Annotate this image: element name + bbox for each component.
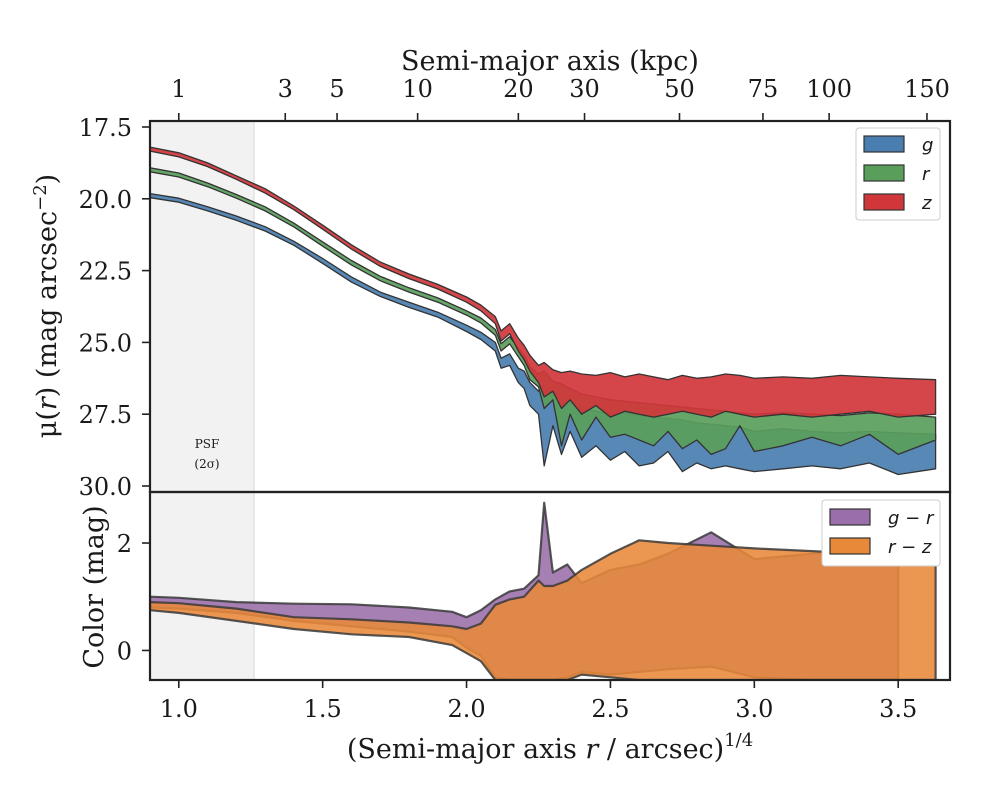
kpc-tick-label: 100 (806, 75, 852, 103)
legend-label: r (922, 164, 931, 185)
area-color-1 (150, 539, 937, 680)
x-tick-label: 2.0 (447, 695, 485, 723)
top-x-axis-kpc: 1 3 5 10 20 30 50 75 100 150 (171, 75, 950, 121)
y-tick-label: 22.5 (79, 258, 132, 286)
kpc-tick-label: 1 (171, 75, 186, 103)
legend-swatch (863, 193, 905, 211)
color-y-tick-label: 2 (117, 530, 132, 558)
legend-label: r − z (888, 537, 932, 558)
color-legend: g − r r − z (821, 499, 941, 567)
kpc-tick-label: 10 (402, 75, 433, 103)
kpc-tick-label: 150 (904, 75, 950, 103)
x-tick-label: 1.0 (160, 695, 198, 723)
kpc-tick-label: 30 (569, 75, 600, 103)
psf-region-color (150, 492, 254, 680)
bottom-x-axis-title: (Semi-major axis r / arcsec)1/4 (347, 730, 753, 765)
area-band-z (150, 146, 937, 418)
area-band-r (150, 167, 937, 456)
top-y-axis: 17.5 20.0 22.5 25.0 27.5 30.0 (79, 114, 150, 501)
legend-label: z (921, 193, 932, 214)
legend-label: g − r (888, 508, 935, 529)
legend-label: g (922, 135, 933, 156)
color-panel: 02 1.0 1.5 2.0 2.5 3.0 3.5 (Semi-major axis r… (79, 492, 941, 765)
kpc-tick-label: 3 (278, 75, 293, 103)
kpc-tick-label: 5 (329, 75, 344, 103)
y-tick-label: 20.0 (79, 186, 132, 214)
y-tick-label: 30.0 (79, 473, 132, 501)
psf-label-line2: (2σ) (194, 457, 219, 471)
bottom-panel-frame (148, 490, 952, 682)
color-profile-areas (150, 501, 937, 680)
y-tick-label: 27.5 (79, 401, 132, 429)
kpc-tick-label: 75 (748, 75, 779, 103)
legend-swatch (829, 537, 871, 555)
y-tick-label: 25.0 (79, 329, 132, 357)
area-band-g (150, 192, 937, 476)
x-tick-label: 1.5 (304, 695, 342, 723)
top-legend: grz (855, 127, 941, 221)
top-y-axis-title: μ(r) (mag arcsec−2) (30, 174, 63, 438)
x-tick-label: 2.5 (591, 695, 629, 723)
surface-brightness-panel: PSF (2σ) 17.5 20.0 22.5 25.0 27.5 30.0 1 3 5 10 2… (30, 46, 950, 501)
legend-swatch (863, 135, 905, 153)
bottom-x-axis: 1.0 1.5 2.0 2.5 3.0 3.5 (160, 680, 917, 723)
color-y-tick-label: 0 (117, 637, 132, 665)
legend-swatch (829, 508, 871, 526)
kpc-tick-label: 20 (503, 75, 534, 103)
psf-label-line1: PSF (195, 437, 220, 451)
y-tick-label: 17.5 (79, 114, 132, 142)
top-x-axis-title: Semi-major axis (kpc) (401, 46, 699, 77)
x-tick-label: 3.5 (879, 695, 917, 723)
band-profile-areas (150, 146, 937, 476)
x-tick-label: 3.0 (735, 695, 773, 723)
color-y-axis: 02 (117, 530, 150, 665)
color-y-axis-title: Color (mag) (79, 505, 110, 668)
kpc-tick-label: 50 (664, 75, 695, 103)
legend-swatch (863, 164, 905, 182)
